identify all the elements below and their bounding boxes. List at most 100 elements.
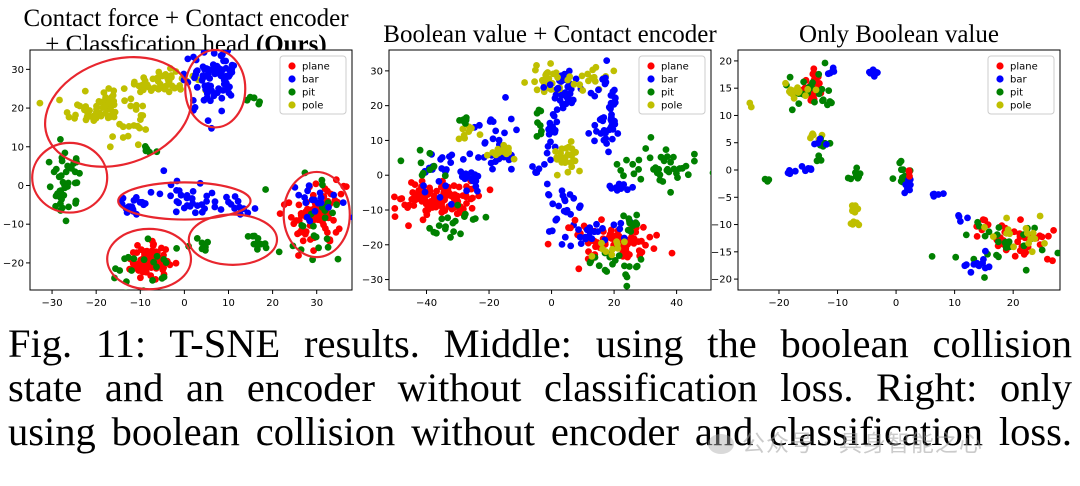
scatter-points <box>391 57 711 290</box>
point-pole <box>119 134 127 141</box>
point-bar <box>620 181 628 188</box>
point-pit <box>50 168 58 176</box>
point-pit <box>615 252 623 259</box>
point-pit <box>315 244 322 252</box>
point-pit <box>985 228 993 236</box>
point-pit <box>623 282 631 290</box>
point-pole <box>93 102 100 110</box>
point-pit <box>667 158 674 166</box>
legend-marker-bar <box>996 75 1004 83</box>
point-bar <box>533 169 541 176</box>
point-bar <box>577 240 585 248</box>
point-pole <box>521 79 528 86</box>
point-pole <box>459 125 467 133</box>
y-tick-label: 10 <box>11 142 24 153</box>
point-pole <box>93 108 100 116</box>
point-bar <box>603 57 611 64</box>
point-pole <box>564 76 572 84</box>
point-bar <box>160 167 168 175</box>
point-bar <box>867 69 874 77</box>
point-pit <box>250 94 258 102</box>
point-pit <box>587 258 595 265</box>
point-plane <box>455 183 463 191</box>
point-bar <box>302 199 310 207</box>
point-pole <box>981 223 988 231</box>
point-pit <box>1022 266 1030 274</box>
point-pit <box>449 219 457 227</box>
point-pole <box>476 131 484 139</box>
point-pit <box>124 253 132 261</box>
point-pit <box>825 87 833 94</box>
point-bar <box>173 198 181 205</box>
point-pit <box>629 160 637 168</box>
point-bar <box>546 81 554 89</box>
point-bar <box>608 184 615 192</box>
point-bar <box>304 187 311 195</box>
point-pole <box>56 96 63 104</box>
point-pit <box>994 238 1002 246</box>
point-pole <box>82 116 90 124</box>
point-pole <box>119 123 127 131</box>
point-pit <box>202 246 209 254</box>
point-pit <box>642 145 650 152</box>
point-plane <box>391 205 399 212</box>
point-pit <box>64 162 71 170</box>
point-pole <box>849 207 856 215</box>
legend-label-bar: bar <box>1010 75 1027 86</box>
point-pit <box>662 146 670 154</box>
point-pole <box>578 72 586 80</box>
point-plane <box>571 216 579 224</box>
point-pit <box>667 188 674 196</box>
point-pit <box>674 174 681 182</box>
point-bar <box>540 84 548 91</box>
point-bar <box>147 188 155 196</box>
point-bar <box>220 57 227 65</box>
point-pit <box>635 156 643 164</box>
point-plane <box>287 214 295 221</box>
point-plane <box>608 232 616 240</box>
point-pole <box>609 245 616 253</box>
point-bar <box>605 148 612 156</box>
point-bar <box>476 121 483 129</box>
point-pole <box>567 138 575 145</box>
point-pit <box>143 145 151 153</box>
point-pit <box>635 166 642 173</box>
point-pole <box>106 143 114 151</box>
point-pole <box>153 74 161 82</box>
point-pole <box>156 84 164 92</box>
point-pole <box>137 112 145 119</box>
y-tick-label: −10 <box>3 220 24 231</box>
point-bar <box>547 156 554 164</box>
point-pole <box>1028 248 1036 256</box>
point-pole <box>804 85 812 93</box>
point-bar <box>469 177 477 185</box>
point-plane <box>446 190 454 198</box>
point-plane <box>391 193 398 201</box>
point-bar <box>446 153 453 161</box>
point-pit <box>299 222 307 230</box>
point-bar <box>548 227 556 235</box>
point-plane <box>1036 232 1044 240</box>
point-pit <box>898 166 905 174</box>
point-bar <box>226 71 234 79</box>
point-plane <box>337 190 345 198</box>
point-pole <box>133 101 140 109</box>
point-bar <box>551 129 559 136</box>
point-bar <box>561 195 568 203</box>
point-plane <box>627 238 634 246</box>
point-bar <box>218 107 226 115</box>
point-bar <box>513 126 520 134</box>
point-pit <box>629 222 637 230</box>
point-pole <box>1003 214 1010 222</box>
point-bar <box>481 139 489 146</box>
point-pit <box>1005 238 1013 246</box>
point-bar <box>487 159 495 167</box>
point-bar <box>217 52 225 60</box>
point-pole <box>110 101 118 109</box>
y-tick-label: −5 <box>717 193 732 204</box>
point-pit <box>416 146 424 154</box>
point-pole <box>105 85 113 92</box>
point-bar <box>587 89 595 97</box>
point-bar <box>463 187 470 195</box>
point-pit <box>333 201 340 209</box>
